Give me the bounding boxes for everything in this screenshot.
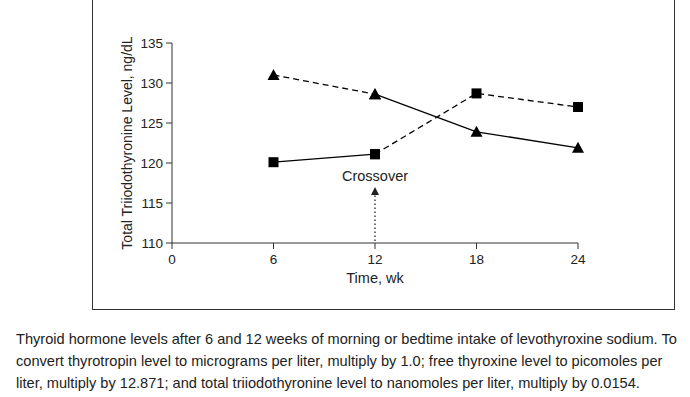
y-tick-label: 125 xyxy=(140,116,163,131)
y-tick xyxy=(166,83,172,84)
y-tick-label: 120 xyxy=(140,156,163,171)
y-tick-label: 115 xyxy=(141,196,163,211)
square-marker xyxy=(370,149,380,159)
triangle-marker xyxy=(572,142,584,153)
triangle-marker xyxy=(369,88,381,99)
triangle-marker xyxy=(471,126,483,137)
triangle-marker xyxy=(268,69,280,80)
caption: Thyroid hormone levels after 6 and 12 we… xyxy=(16,328,681,394)
plot-area xyxy=(268,69,585,167)
x-tick xyxy=(578,243,579,249)
annotation-arrow xyxy=(374,191,375,241)
y-tick-label: 110 xyxy=(141,236,163,251)
y-tick-label: 135 xyxy=(140,36,163,51)
y-tick xyxy=(166,123,172,124)
y-axis xyxy=(172,43,173,243)
x-tick-label: 6 xyxy=(270,252,278,267)
square-marker xyxy=(573,102,583,112)
y-tick xyxy=(166,203,172,204)
square-marker xyxy=(472,88,482,98)
square-marker xyxy=(370,149,380,159)
series-line xyxy=(274,75,376,94)
x-tick xyxy=(172,243,173,249)
x-tick-label: 24 xyxy=(570,252,586,267)
y-tick xyxy=(166,243,172,244)
series-line xyxy=(274,154,376,162)
triangle-marker xyxy=(369,88,381,99)
y-tick xyxy=(166,163,172,164)
x-tick-label: 12 xyxy=(367,252,382,267)
series-line xyxy=(375,93,578,154)
y-tick-label: 130 xyxy=(140,76,163,91)
chart-frame xyxy=(92,0,675,310)
x-axis-label: Time, wk xyxy=(346,270,404,286)
x-tick-label: 0 xyxy=(168,252,176,267)
y-axis-label: Total Triiodothyronine Level, ng/dL xyxy=(119,36,135,249)
x-tick xyxy=(375,243,376,249)
y-tick xyxy=(166,43,172,44)
x-tick-label: 18 xyxy=(469,252,484,267)
square-marker xyxy=(269,157,279,167)
series-line xyxy=(375,94,578,148)
x-tick xyxy=(273,243,274,249)
x-tick xyxy=(476,243,477,249)
chart: 110 115 120 125 130 135 0 6 12 18 24 Time, wk Total … xyxy=(0,0,690,320)
annotation: Crossover xyxy=(342,168,408,184)
